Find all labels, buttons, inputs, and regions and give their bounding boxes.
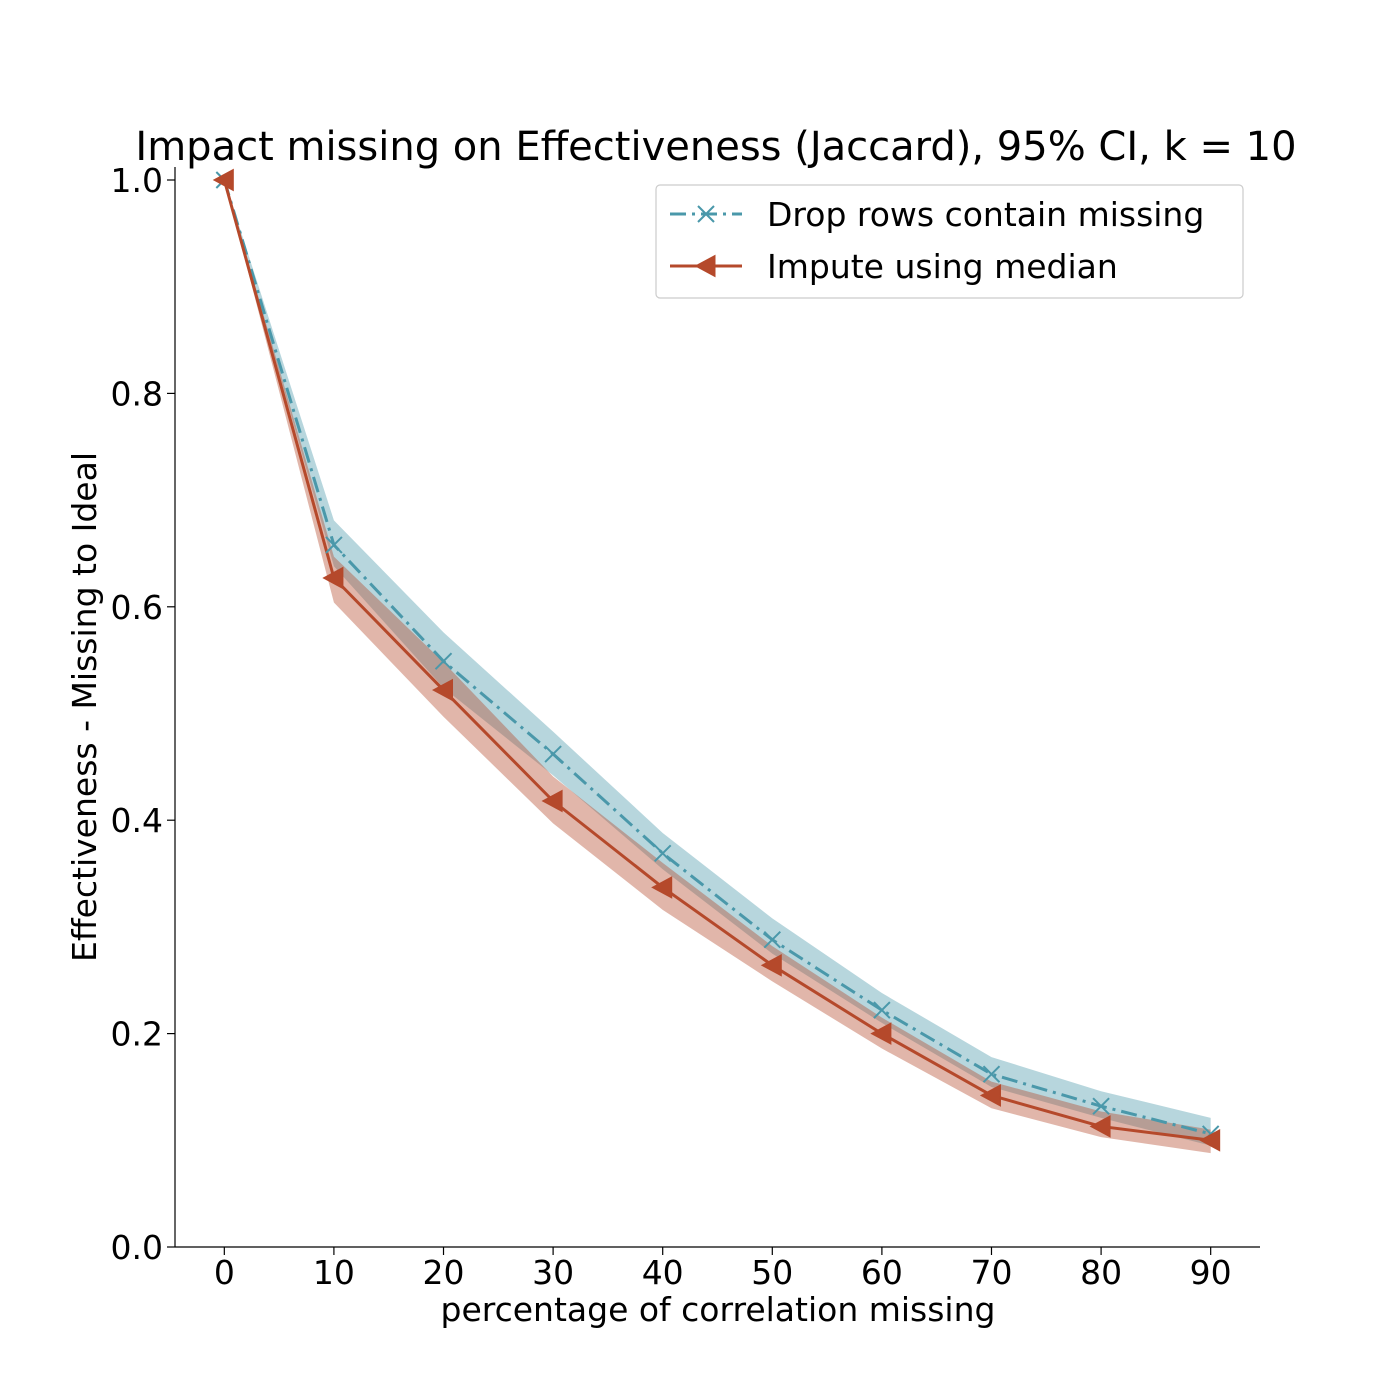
legend-marker-series-1 <box>694 254 716 278</box>
x-tick-label: 70 <box>970 1253 1012 1292</box>
ci-band-series-1 <box>224 180 1211 1154</box>
legend-label-series-0: Drop rows contain missing <box>767 195 1204 234</box>
x-tick-label: 50 <box>751 1253 793 1292</box>
series-line-0 <box>222 179 1212 1136</box>
legend: Drop rows contain missing Impute using me… <box>655 184 1244 299</box>
data-point-series-0 <box>982 1065 1001 1083</box>
x-tick-label: 10 <box>313 1253 355 1292</box>
y-tick-label: 0.0 <box>111 1228 163 1267</box>
data-point-series-0 <box>763 930 782 949</box>
x-tick-label: 40 <box>642 1253 684 1292</box>
x-tick-label: 30 <box>532 1253 574 1292</box>
legend-label-series-1: Impute using median <box>767 247 1118 286</box>
x-axis-label: percentage of correlation missing <box>441 1290 996 1329</box>
confidence-bands <box>224 180 1211 1154</box>
series-line-1 <box>222 179 1211 1142</box>
series-lines <box>222 179 1212 1142</box>
data-point-series-0 <box>653 844 672 862</box>
x-tick-label: 90 <box>1190 1253 1232 1292</box>
data-point-series-1 <box>541 789 563 813</box>
data-point-series-0 <box>325 536 343 554</box>
legend-frame <box>655 184 1244 299</box>
y-tick-label: 0.4 <box>111 801 163 840</box>
data-point-series-1 <box>322 566 344 590</box>
series-markers <box>212 168 1221 1152</box>
y-ticks: 0.0 0.2 0.4 0.6 0.8 1.0 <box>111 161 175 1267</box>
ci-band-series-0 <box>224 180 1211 1146</box>
data-point-series-0 <box>544 745 562 763</box>
x-tick-label: 0 <box>214 1253 235 1292</box>
data-point-series-1 <box>212 168 234 192</box>
data-point-series-0 <box>1092 1097 1110 1115</box>
data-point-series-1 <box>979 1084 1001 1107</box>
data-point-series-1 <box>870 1022 892 1045</box>
data-point-series-1 <box>431 678 454 702</box>
legend-marker-series-0 <box>697 205 715 223</box>
data-point-series-0 <box>873 1001 891 1019</box>
data-point-series-1 <box>651 876 673 899</box>
x-tick-label: 60 <box>861 1253 903 1292</box>
data-point-series-0 <box>434 652 453 670</box>
y-tick-label: 0.2 <box>111 1015 163 1054</box>
x-tick-label: 80 <box>1080 1253 1122 1292</box>
x-tick-label: 20 <box>423 1253 465 1292</box>
data-point-series-1 <box>1089 1115 1111 1138</box>
y-axis-label: Effectiveness - Missing to Ideal <box>65 452 104 962</box>
x-ticks: 0 10 20 30 40 50 60 70 80 90 <box>214 1247 1232 1292</box>
y-tick-label: 0.6 <box>111 588 163 627</box>
data-point-series-1 <box>760 953 782 977</box>
chart-title: Impact missing on Effectiveness (Jaccard… <box>135 124 1296 170</box>
axes <box>174 167 1260 1248</box>
y-tick-label: 0.8 <box>111 374 163 413</box>
y-tick-label: 1.0 <box>111 161 163 200</box>
data-point-series-1 <box>1199 1128 1221 1152</box>
